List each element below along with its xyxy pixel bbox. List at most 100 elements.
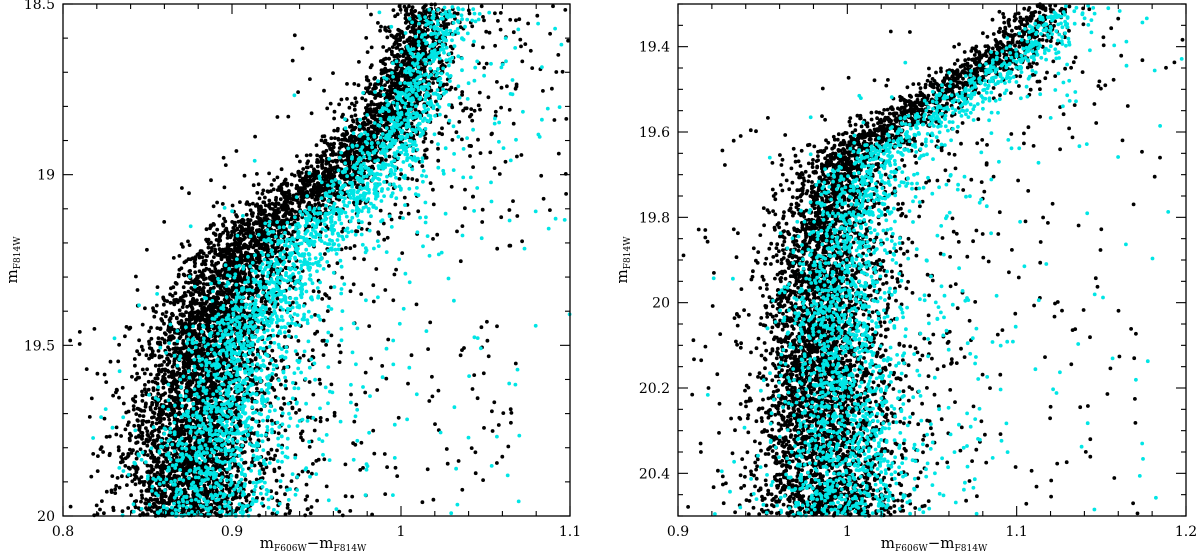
point [223, 163, 228, 168]
point [389, 50, 394, 54]
point [242, 173, 247, 178]
point [468, 154, 472, 158]
point [163, 314, 168, 319]
point [269, 418, 274, 423]
point [472, 108, 477, 113]
point [253, 264, 258, 269]
point [134, 412, 139, 416]
point [307, 380, 312, 384]
point [162, 417, 167, 421]
point [242, 450, 247, 454]
point [535, 13, 540, 18]
point [354, 100, 359, 105]
point [515, 154, 519, 159]
point [143, 404, 148, 409]
point [482, 65, 487, 70]
point [431, 202, 436, 207]
point [91, 452, 96, 456]
point [177, 254, 182, 258]
point [114, 425, 119, 430]
point [329, 382, 334, 387]
point [114, 484, 119, 488]
point [253, 357, 258, 362]
point [563, 172, 568, 176]
point [188, 291, 193, 296]
point [325, 309, 330, 313]
point [380, 364, 385, 368]
point [174, 282, 179, 286]
point [381, 45, 386, 49]
point [124, 410, 129, 415]
point [123, 464, 128, 468]
point [335, 261, 340, 266]
point [231, 249, 236, 254]
point [134, 441, 139, 445]
point [149, 464, 154, 469]
point [137, 338, 142, 343]
point [148, 438, 152, 442]
point [123, 456, 128, 461]
point [301, 193, 306, 198]
point [473, 450, 478, 455]
point [235, 214, 239, 219]
point [361, 116, 366, 121]
point [389, 80, 394, 85]
point [395, 474, 400, 478]
point [224, 483, 229, 488]
point [322, 140, 327, 145]
point [369, 45, 374, 50]
point [530, 66, 535, 70]
point [116, 359, 121, 364]
point [236, 469, 241, 473]
point [507, 208, 512, 212]
point [396, 42, 401, 47]
point [257, 228, 262, 232]
point [261, 188, 266, 193]
point [274, 373, 278, 377]
point [393, 465, 398, 470]
point [385, 235, 390, 240]
point [391, 8, 396, 13]
point [471, 165, 475, 170]
point [367, 221, 372, 226]
point [383, 25, 387, 30]
point [371, 283, 376, 288]
point [135, 288, 140, 292]
point [133, 363, 137, 368]
point [376, 230, 381, 235]
point [519, 153, 524, 157]
point [304, 482, 309, 487]
point [339, 97, 344, 102]
point [564, 192, 568, 196]
point [374, 267, 379, 271]
point [141, 441, 146, 446]
point [300, 46, 305, 51]
point [394, 267, 398, 272]
point [318, 419, 323, 424]
point [351, 282, 356, 287]
point [389, 217, 394, 222]
point [140, 367, 145, 372]
point [368, 65, 373, 70]
point [444, 447, 449, 451]
point [131, 448, 135, 453]
point [119, 434, 123, 438]
point [402, 195, 407, 200]
point [385, 73, 390, 78]
point [345, 97, 349, 101]
point [139, 344, 144, 349]
point [110, 474, 115, 478]
point [160, 368, 165, 372]
point [283, 334, 287, 339]
point [142, 409, 147, 413]
point [222, 185, 227, 190]
point [350, 494, 355, 499]
point [279, 406, 283, 411]
point [126, 506, 131, 510]
point [254, 274, 259, 279]
point [289, 479, 294, 483]
point [454, 130, 459, 135]
point [109, 488, 114, 493]
point [157, 500, 162, 505]
point [523, 42, 528, 46]
